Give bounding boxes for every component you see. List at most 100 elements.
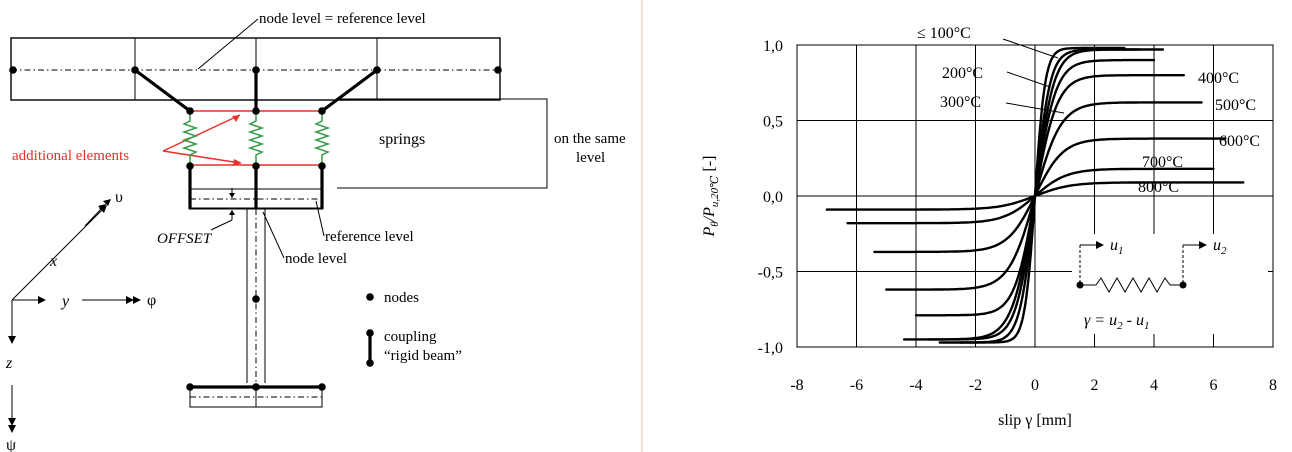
- u1-label: u1: [1110, 237, 1124, 257]
- slip-chart: -8 -6 -4 -2 0 2 4 6 8 1,0 0,5 0,0 -0,5 -1,0 Pθ/Pu,20℃…: [701, 25, 1277, 429]
- additional-elements-label: additional elements: [12, 148, 129, 164]
- series-line: [873, 137, 1227, 254]
- node: [252, 162, 260, 170]
- series-label: 700°C: [1142, 154, 1183, 171]
- series-label: 600°C: [1219, 133, 1260, 150]
- additional-leader: [162, 114, 241, 152]
- y-tick-label: -1,0: [758, 340, 783, 357]
- x-tick-label: 2: [1091, 377, 1099, 394]
- coupling-beam: [320, 68, 379, 113]
- inset-node: [1076, 281, 1084, 289]
- series-label: 500°C: [1215, 97, 1256, 114]
- y-tick-label: 0,0: [763, 189, 783, 206]
- inset-node: [1179, 281, 1187, 289]
- arrowhead: [133, 296, 141, 304]
- legend-node-symbol: [366, 293, 374, 301]
- series-leader: [1005, 102, 1065, 114]
- leader-line: [210, 219, 233, 231]
- node: [252, 295, 260, 303]
- connection-diagram: node level = reference level additional …: [5, 11, 626, 452]
- x-tick-label: 4: [1150, 377, 1158, 394]
- leader-line: [197, 18, 259, 70]
- node: [318, 162, 326, 170]
- x-tick-label: 8: [1269, 377, 1277, 394]
- node: [252, 383, 260, 391]
- node: [131, 66, 139, 74]
- node: [494, 66, 502, 74]
- leader-line: [315, 200, 325, 237]
- series-label: 300°C: [940, 94, 981, 111]
- arrowhead: [1096, 241, 1104, 249]
- series-label: 800°C: [1138, 179, 1179, 196]
- arrowhead: [98, 204, 106, 211]
- series-leader: [1002, 38, 1059, 59]
- y-tick-label: -0,5: [758, 265, 783, 282]
- upsilon-arrow: [84, 207, 103, 227]
- x-axis-arrow: [11, 207, 105, 301]
- z-axis-label: z: [5, 355, 13, 372]
- slip-inset: u1 u2 γ = u2 - u1: [1072, 234, 1268, 334]
- arrowhead: [232, 115, 240, 122]
- leader-line: [262, 211, 285, 259]
- coupling-legend-label: coupling: [384, 329, 437, 345]
- x-tick-label: -2: [969, 377, 982, 394]
- x-tick-label: -4: [909, 377, 922, 394]
- x-tick-label: -6: [850, 377, 863, 394]
- inset-spring-icon: [1080, 276, 1183, 294]
- springs-label: springs: [379, 131, 425, 148]
- chart-tick-labels: -8 -6 -4 -2 0 2 4 6 8 1,0 0,5 0,0 -0,5 -1,0: [758, 38, 1277, 394]
- node: [186, 162, 194, 170]
- x-axis-label: x: [49, 253, 57, 270]
- arrowhead: [126, 296, 134, 304]
- series-line: [885, 101, 1203, 291]
- nodes-legend-label: nodes: [384, 290, 419, 306]
- node: [9, 66, 17, 74]
- spring-icon: [181, 113, 199, 163]
- series-label: 400°C: [1198, 70, 1239, 87]
- coordinate-axes: y z x φ ψ υ: [5, 189, 156, 452]
- arrowhead: [103, 199, 111, 206]
- same-level-label: on the same: [554, 131, 626, 147]
- offset-label: OFFSET: [157, 231, 213, 247]
- node: [366, 329, 374, 337]
- y-axis-label: y: [60, 293, 70, 310]
- y-tick-label: 1,0: [763, 38, 783, 55]
- nodes: [9, 66, 502, 391]
- series-leader: [1006, 71, 1051, 88]
- x-tick-label: 0: [1031, 377, 1039, 394]
- node-level-label: node level: [285, 251, 347, 267]
- series-line: [846, 167, 1215, 225]
- node: [373, 66, 381, 74]
- reference-level-label: reference level: [325, 229, 414, 245]
- arrowhead: [8, 418, 16, 426]
- node: [366, 359, 374, 367]
- node-reference-label: node level = reference level: [259, 11, 426, 27]
- arrowhead: [8, 425, 16, 433]
- upsilon-label: υ: [115, 189, 123, 206]
- node: [318, 107, 326, 115]
- arrowhead: [233, 159, 242, 166]
- node: [252, 107, 260, 115]
- y-tick-label: 0,5: [763, 114, 783, 131]
- node: [318, 383, 326, 391]
- spring-icon: [313, 113, 331, 163]
- arrowhead: [8, 336, 16, 344]
- arrowhead: [229, 193, 235, 198]
- psi-label: ψ: [6, 437, 16, 452]
- spring-icon: [247, 113, 265, 163]
- same-level-label: level: [576, 150, 605, 166]
- node: [186, 107, 194, 115]
- plot-frame: [796, 44, 1274, 348]
- same-level-bracket: [337, 98, 548, 189]
- series-line: [902, 73, 1186, 341]
- chart-curves: [825, 46, 1245, 344]
- x-tick-label: 6: [1210, 377, 1218, 394]
- x-axis-title: slip γ [mm]: [998, 412, 1072, 429]
- x-tick-label: -8: [790, 377, 803, 394]
- node: [252, 66, 260, 74]
- u2-label: u2: [1213, 237, 1227, 257]
- arrowhead: [229, 210, 235, 215]
- node: [186, 383, 194, 391]
